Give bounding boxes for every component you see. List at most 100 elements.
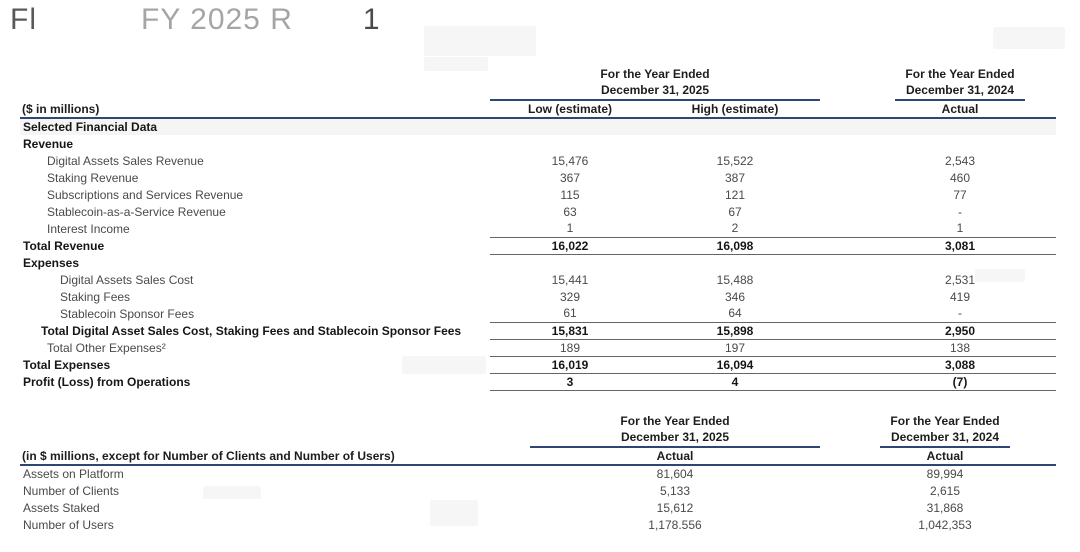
row-label: Staking Fees (60, 289, 131, 304)
scan-artifact (430, 500, 478, 526)
scan-artifact (993, 27, 1065, 49)
row-label: Digital Assets Sales Revenue (47, 153, 204, 168)
cell-2024: 89,994 (926, 467, 964, 481)
spacer-cell (820, 186, 895, 203)
cell-2025: 15,612 (656, 500, 694, 515)
cell-low: 367 (559, 170, 581, 185)
spacer-cell (1025, 254, 1056, 271)
table-row: Staking Revenue 367 387 460 (20, 169, 1056, 186)
total-row: Total Digital Asset Sales Cost, Staking … (20, 321, 1056, 340)
cell-actual: - (958, 204, 962, 219)
cell-2025: 5,133 (659, 483, 691, 498)
cell-low: 16,022 (490, 236, 650, 255)
cell-actual (895, 135, 1025, 152)
spacer-cell (1025, 118, 1056, 135)
page-title: Fl FY 2025 R 1 (10, 0, 381, 40)
spacer-cell (1025, 152, 1056, 169)
cell-high: 64 (728, 306, 742, 321)
cell-high: 15,898 (650, 321, 820, 340)
section-row: Expenses (20, 254, 1056, 271)
cell-low: 115 (560, 187, 580, 202)
table-row: Number of Clients 5,133 2,615 (20, 482, 1056, 499)
spacer-cell (1025, 355, 1056, 374)
spacer-cell (820, 373, 895, 391)
cell-high (650, 118, 820, 135)
spacer-cell (1025, 321, 1056, 340)
cell-actual: - (958, 306, 962, 321)
cell-actual: 3,088 (895, 355, 1025, 374)
title-fragment: Fl (10, 3, 37, 36)
spacer-cell (1025, 373, 1056, 391)
spacer-cell (1025, 220, 1056, 237)
table-row: Subscriptions and Services Revenue 115 1… (20, 186, 1056, 203)
spacer-cell (820, 169, 895, 186)
cell-low: 329 (559, 289, 581, 304)
row-label: Subscriptions and Services Revenue (47, 187, 244, 202)
cell-actual: 460 (949, 170, 971, 185)
row-label: Assets on Platform (23, 467, 124, 481)
cell-actual: 138 (949, 340, 971, 355)
row-label: Total Digital Asset Sales Cost, Staking … (41, 323, 462, 338)
year-header-line: December 31, 2024 (890, 430, 1000, 444)
year-header-line: December 31, 2025 (620, 430, 730, 444)
spacer-cell (1010, 482, 1056, 499)
cell-low (490, 135, 650, 152)
spacer-cell (820, 100, 895, 119)
row-label: Number of Users (23, 517, 114, 532)
operating-metrics-table: For the Year Ended December 31, 2025 For… (20, 413, 1056, 533)
cell-low: 16,019 (490, 355, 650, 374)
spacer-cell (1025, 203, 1056, 220)
spacer-cell (20, 66, 490, 100)
year-header-line: For the Year Ended (600, 67, 710, 81)
spacer-cell (820, 288, 895, 305)
year-header-row: For the Year Ended December 31, 2025 For… (20, 66, 1056, 101)
year-header-2024: For the Year Ended December 31, 2024 (895, 66, 1025, 101)
row-label: Assets Staked (23, 500, 100, 515)
cell-high: 67 (728, 204, 742, 219)
selected-financial-data-table: For the Year Ended December 31, 2025 For… (20, 66, 1056, 391)
row-label: Total Revenue (23, 238, 105, 253)
spacer-cell (820, 118, 895, 135)
cell-2024: 2,615 (929, 483, 961, 498)
cell-high: 15,522 (716, 153, 754, 168)
total-row: Total Revenue 16,022 16,098 3,081 (20, 236, 1056, 255)
cell-actual (895, 118, 1025, 135)
spacer-cell (820, 499, 880, 516)
spacer-cell (1025, 305, 1056, 322)
cell-low: 15,441 (551, 272, 589, 287)
cell-high: 2 (731, 221, 739, 236)
total-row: Profit (Loss) from Operations 3 4 (7) (20, 373, 1056, 391)
title-fragment: 1 (362, 3, 381, 36)
cell-actual: 2,543 (944, 153, 976, 168)
cell-2025: 1,178.556 (648, 517, 702, 532)
spacer-cell (820, 271, 895, 288)
spacer-cell (820, 66, 895, 100)
table-row: Digital Assets Sales Revenue 15,476 15,5… (20, 152, 1056, 169)
cell-actual: 1 (956, 221, 964, 236)
table-row: Interest Income 1 2 1 (20, 220, 1056, 237)
spacer-cell (820, 305, 895, 322)
spacer-cell (1010, 447, 1056, 466)
spacer-cell (1010, 516, 1056, 533)
spacer-cell (1010, 465, 1056, 482)
unit-label: ($ in millions) (20, 100, 490, 119)
cell-low: 1 (566, 221, 574, 236)
column-header-row: (in $ millions, except for Number of Cli… (20, 447, 1056, 466)
spacer-cell (1025, 271, 1056, 288)
table-row: Number of Users 1,178.556 1,042,353 (20, 516, 1056, 533)
column-header-actual: Actual (895, 100, 1025, 119)
cell-actual: 2,950 (895, 321, 1025, 340)
column-header-actual-2024: Actual (880, 447, 1010, 466)
cell-low: 61 (563, 306, 577, 321)
cell-high: 15,488 (716, 272, 754, 287)
cell-high: 16,094 (650, 355, 820, 374)
table-row: Total Other Expenses² 189 197 138 (20, 339, 1056, 356)
spacer-cell (1010, 499, 1056, 516)
year-header-line: For the Year Ended (620, 414, 730, 428)
cell-low: 189 (559, 340, 581, 355)
table-row: Digital Assets Sales Cost 15,441 15,488 … (20, 271, 1056, 288)
year-header-2025: For the Year Ended December 31, 2025 (490, 66, 820, 101)
cell-actual: 2,531 (944, 272, 976, 287)
row-label: Stablecoin Sponsor Fees (60, 306, 195, 321)
scan-artifact (975, 269, 1025, 282)
